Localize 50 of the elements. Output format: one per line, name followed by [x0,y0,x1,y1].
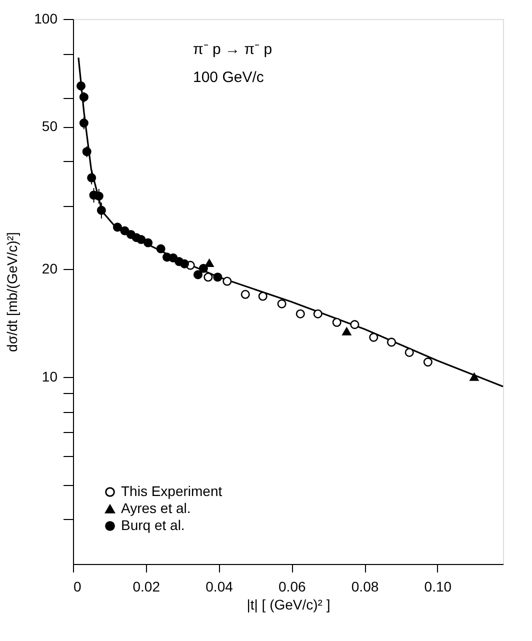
x-axis-title: |t| [ (GeV/c)² ] [246,596,330,612]
point [96,206,106,215]
point [198,264,208,273]
point [386,338,396,347]
point [258,292,268,301]
x-tick-label: 0.08 [351,578,379,594]
x-tick-label: 0.06 [278,578,306,594]
point [144,238,153,248]
point [193,270,203,280]
legend-label: Ayres et al. [121,500,191,516]
x-tick-label: 0.02 [132,578,160,594]
point [423,358,432,367]
x-tick-label: 0.10 [424,578,452,594]
point [213,272,222,282]
point [136,235,146,244]
annotation: π⁻ p → π⁻ p [193,41,272,58]
point [156,244,166,254]
point [204,259,214,268]
point [79,118,88,128]
annotation: 100 GeV/c [193,69,264,86]
y-tick-label: 10 [42,368,58,384]
y-tick-label: 100 [34,10,58,26]
point [313,309,322,318]
x-tick-label: 0 [74,578,82,594]
point [350,320,360,330]
point [82,147,92,156]
point [240,290,250,299]
point [342,327,352,336]
y-axis-title: dσ/dt [mb/(GeV/c)²] [4,232,20,352]
point [76,81,86,90]
point [277,299,286,308]
point [332,318,342,327]
y-tick-label: 20 [42,260,58,277]
point [112,222,122,232]
point [79,92,88,102]
point [296,309,305,318]
point [470,372,479,381]
point [168,253,178,262]
point [222,276,232,286]
y-tick-label: 50 [42,118,58,134]
line-series [78,56,504,388]
point [180,259,190,268]
point [87,173,96,182]
legend-label: Burq et al. [121,517,185,533]
point [369,332,378,342]
point [204,272,213,282]
legend-label: This Experiment [121,483,222,499]
point [404,348,414,357]
point [120,226,130,236]
x-tick-label: 0.04 [206,578,234,594]
